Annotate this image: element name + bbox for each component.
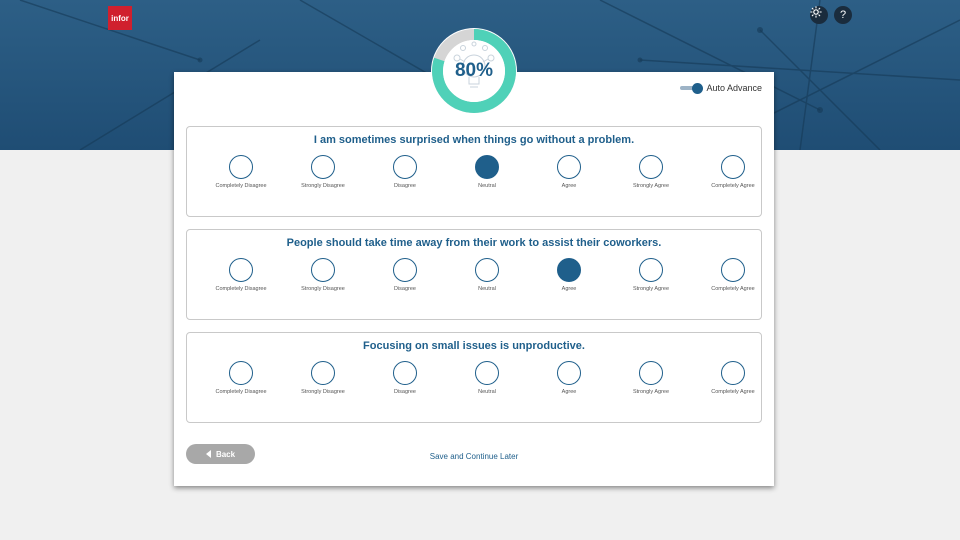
radio-button[interactable] (475, 155, 499, 179)
question-text: People should take time away from their … (286, 237, 662, 249)
toggle-track (680, 82, 704, 94)
radio-button[interactable] (475, 258, 499, 282)
answer-option-label: Completely Disagree (215, 183, 267, 189)
radio-button[interactable] (721, 258, 745, 282)
auto-advance-label: Auto Advance (706, 83, 762, 93)
radio-button[interactable] (311, 361, 335, 385)
answer-option-label: Completely Agree (711, 286, 755, 292)
radio-button[interactable] (639, 258, 663, 282)
answer-option-label: Strongly Disagree (301, 286, 345, 292)
radio-button[interactable] (557, 258, 581, 282)
answer-option-label: Strongly Agree (632, 389, 670, 395)
answer-option-label: Neutral (478, 183, 496, 189)
survey-card: Auto Advance I am sometimes surprised wh… (174, 72, 774, 486)
answer-option-label: Strongly Agree (632, 183, 670, 189)
answer-option[interactable]: Neutral (452, 361, 522, 395)
answer-option[interactable]: Disagree (370, 361, 440, 395)
answer-option[interactable]: Agree (534, 361, 604, 395)
answer-option-label: Completely Disagree (215, 389, 267, 395)
radio-button[interactable] (393, 361, 417, 385)
answer-option-label: Disagree (393, 183, 416, 189)
radio-button[interactable] (475, 361, 499, 385)
answer-option-label: Disagree (393, 286, 416, 292)
sun-icon (810, 6, 822, 18)
progress-arc (432, 29, 516, 113)
answer-option[interactable]: Strongly Disagree (288, 155, 358, 189)
question-text: Focusing on small issues is unproductive… (363, 340, 585, 352)
answer-option[interactable]: Agree (534, 258, 604, 292)
answer-option[interactable]: Disagree (370, 155, 440, 189)
infor-logo: infor (108, 6, 132, 30)
question-card: I am sometimes surprised when things go … (186, 126, 762, 217)
question-card: People should take time away from their … (186, 229, 762, 320)
progress-indicator: 80% (431, 28, 517, 114)
radio-button[interactable] (229, 258, 253, 282)
answer-option-label: Agree (561, 389, 577, 395)
answer-option[interactable]: Completely Agree (698, 155, 768, 189)
answer-option-label: Agree (561, 286, 577, 292)
back-arrow-icon (205, 450, 211, 458)
answer-option-label: Strongly Agree (632, 286, 670, 292)
auto-advance-toggle[interactable]: Auto Advance (680, 82, 762, 94)
radio-button[interactable] (639, 155, 663, 179)
question-text: I am sometimes surprised when things go … (313, 134, 635, 146)
radio-button[interactable] (639, 361, 663, 385)
brightness-icon[interactable] (810, 6, 828, 24)
answer-option[interactable]: Neutral (452, 155, 522, 189)
answer-option[interactable]: Neutral (452, 258, 522, 292)
answer-option-label: Completely Disagree (215, 286, 267, 292)
answer-option[interactable]: Agree (534, 155, 604, 189)
radio-button[interactable] (311, 258, 335, 282)
answer-option[interactable]: Completely Disagree (206, 155, 276, 189)
answer-option-label: Agree (561, 183, 577, 189)
answer-option-label: Neutral (478, 389, 496, 395)
radio-button[interactable] (229, 361, 253, 385)
back-button-label: Back (215, 449, 236, 459)
radio-button[interactable] (721, 361, 745, 385)
back-button[interactable]: Back (186, 444, 255, 464)
radio-button[interactable] (229, 155, 253, 179)
answer-option[interactable]: Strongly Agree (616, 155, 686, 189)
answer-option[interactable]: Completely Agree (698, 361, 768, 395)
answer-option-label: Strongly Disagree (301, 389, 345, 395)
answer-option[interactable]: Strongly Disagree (288, 361, 358, 395)
radio-button[interactable] (557, 361, 581, 385)
save-continue-later-link[interactable]: Save and Continue Later (429, 452, 519, 461)
answer-option[interactable]: Completely Disagree (206, 258, 276, 292)
toggle-knob (692, 82, 704, 94)
progress-ring (431, 28, 517, 114)
answer-option[interactable]: Strongly Disagree (288, 258, 358, 292)
lightbulb-network-icon (453, 41, 495, 88)
radio-button[interactable] (721, 155, 745, 179)
answer-option[interactable]: Completely Disagree (206, 361, 276, 395)
progress-percent: 80% (454, 60, 494, 81)
question-card: Focusing on small issues is unproductive… (186, 332, 762, 423)
radio-button[interactable] (311, 155, 335, 179)
answer-option[interactable]: Completely Agree (698, 258, 768, 292)
radio-button[interactable] (393, 258, 417, 282)
answer-option[interactable]: Strongly Agree (616, 258, 686, 292)
radio-button[interactable] (557, 155, 581, 179)
answer-option[interactable]: Strongly Agree (616, 361, 686, 395)
answer-option-label: Strongly Disagree (301, 183, 345, 189)
help-icon[interactable]: ? (834, 6, 852, 24)
answer-option-label: Neutral (478, 286, 496, 292)
answer-option-label: Completely Agree (711, 183, 755, 189)
answer-option[interactable]: Disagree (370, 258, 440, 292)
answer-option-label: Completely Agree (711, 389, 755, 395)
answer-option-label: Disagree (393, 389, 416, 395)
radio-button[interactable] (393, 155, 417, 179)
